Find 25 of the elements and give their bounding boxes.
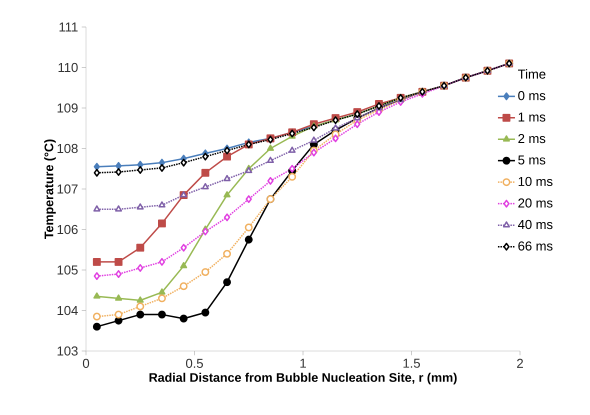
y-tick-label: 109: [58, 103, 78, 113]
legend-label: 5 ms: [518, 155, 546, 165]
legend-label: 0 ms: [518, 91, 546, 100]
x-tick-label: 0: [82, 358, 90, 368]
y-tick-label: 106: [58, 224, 78, 234]
y-axis-title: Temperature (°C): [44, 140, 56, 239]
y-tick-label: 104: [58, 306, 78, 316]
y-tick-label: 110: [58, 62, 78, 72]
y-tick-label: 108: [58, 144, 78, 154]
y-tick-label: 111: [60, 22, 78, 32]
x-tick-label: 1: [300, 358, 306, 368]
y-tick-label: 105: [58, 265, 78, 275]
x-tick-label: 1.5: [403, 358, 420, 368]
x-tick-label: 2: [517, 358, 523, 368]
legend-title: Time: [518, 69, 546, 79]
legend-label: 2 ms: [518, 134, 546, 144]
legend-label: 20 ms: [518, 198, 552, 208]
x-tick-label: 0.5: [186, 358, 203, 368]
legend-label: 10 ms: [518, 176, 552, 186]
x-axis-title: Radial Distance from Bubble Nucleation Site, r (mm): [150, 372, 457, 384]
legend-label: 1 ms: [518, 112, 546, 122]
y-tick-label: 107: [58, 184, 78, 194]
legend-label: 66 ms: [518, 241, 552, 251]
y-tick-label: 103: [58, 346, 78, 356]
legend-label: 40 ms: [518, 220, 552, 230]
